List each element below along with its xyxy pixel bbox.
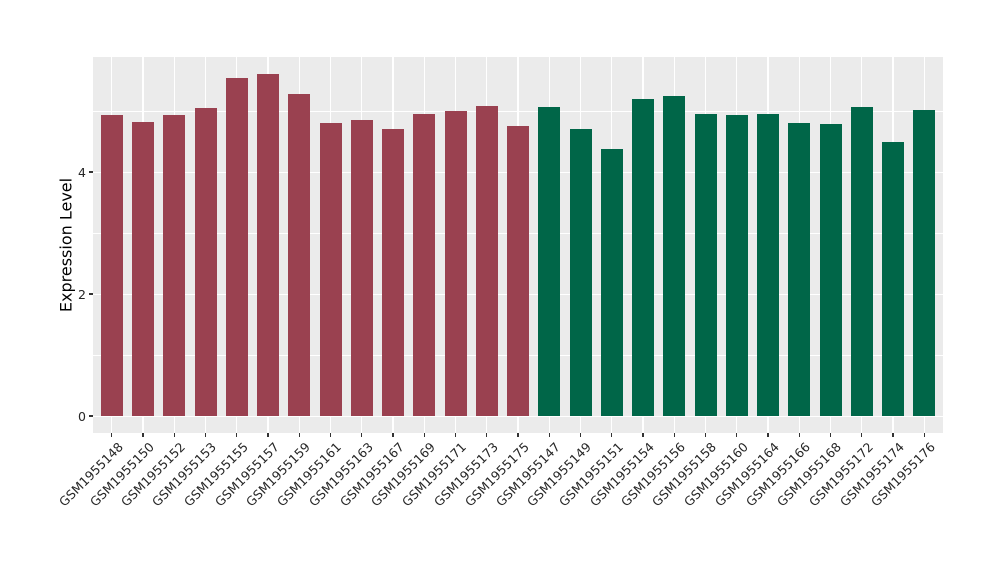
x-tick: [517, 433, 519, 437]
x-tick: [423, 433, 425, 437]
bar-GSM1955169: [413, 114, 436, 416]
x-tick: [329, 433, 332, 437]
x-tick: [892, 433, 894, 437]
bar-GSM1955166: [788, 122, 811, 416]
x-tick: [267, 433, 269, 437]
x-tick: [704, 433, 707, 437]
bar-GSM1955167: [382, 129, 404, 416]
bar-GSM1955160: [725, 114, 748, 416]
y-tick-label: 4: [78, 164, 86, 180]
bar-GSM1955154: [632, 98, 654, 416]
bar-GSM1955148: [100, 114, 123, 416]
x-tick: [486, 433, 488, 437]
bar-GSM1955151: [600, 149, 623, 416]
plot-panel: [93, 57, 943, 433]
x-tick: [798, 433, 800, 437]
x-tick: [548, 433, 550, 437]
bar-GSM1955173: [475, 106, 498, 416]
bar-GSM1955168: [819, 123, 842, 416]
x-tick: [736, 433, 738, 437]
x-tick: [204, 433, 207, 437]
bar-GSM1955163: [350, 119, 373, 416]
bar-GSM1955157: [257, 73, 279, 416]
horizontal-minor-gridline: [93, 111, 943, 112]
x-tick: [642, 433, 644, 437]
bar-GSM1955152: [163, 114, 186, 416]
bar-GSM1955156: [663, 95, 686, 416]
x-tick: [579, 433, 582, 437]
x-tick: [454, 433, 457, 437]
x-tick: [392, 433, 394, 437]
x-tick: [923, 433, 925, 437]
bar-GSM1955159: [288, 93, 311, 416]
y-tick: [89, 171, 93, 173]
x-tick: [111, 433, 113, 437]
y-tick: [89, 415, 93, 417]
bar-GSM1955161: [319, 122, 342, 416]
y-tick-label: 2: [78, 286, 86, 302]
x-tick: [767, 433, 769, 437]
y-tick: [89, 293, 93, 295]
bar-GSM1955176: [913, 110, 936, 416]
bar-GSM1955172: [850, 107, 873, 416]
bar-GSM1955150: [132, 121, 154, 416]
x-tick: [361, 433, 363, 437]
x-tick: [298, 433, 300, 437]
x-tick: [611, 433, 613, 437]
y-axis-title: Expression Level: [56, 177, 76, 313]
x-tick: [829, 433, 832, 437]
bar-GSM1955153: [194, 107, 217, 416]
bar-GSM1955171: [444, 111, 467, 416]
bar-GSM1955158: [694, 114, 717, 416]
bar-GSM1955175: [507, 125, 529, 416]
bar-GSM1955155: [225, 78, 248, 416]
x-tick: [673, 433, 675, 437]
x-tick: [236, 433, 238, 437]
y-tick-label: 0: [78, 408, 86, 424]
bar-GSM1955174: [882, 142, 904, 416]
x-tick: [861, 433, 863, 437]
x-tick: [142, 433, 144, 437]
bar-GSM1955147: [538, 106, 561, 416]
bar-GSM1955164: [757, 114, 779, 416]
bar-GSM1955149: [569, 128, 592, 416]
horizontal-major-gridline: [93, 416, 943, 418]
x-tick: [173, 433, 175, 437]
